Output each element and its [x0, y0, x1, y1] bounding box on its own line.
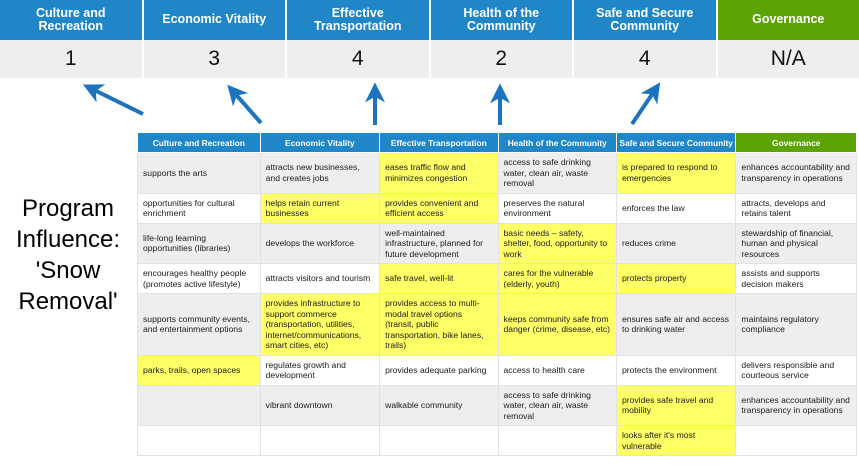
scorecard-header-label: Culture and Recreation: [0, 0, 142, 40]
table-row: supports the arts attracts new businesses…: [137, 152, 857, 194]
matrix-cell[interactable]: access to health care: [497, 354, 617, 386]
scorecard-column-safe-and-secure-community[interactable]: Safe and Secure Community 4: [572, 0, 716, 78]
matrix-cell[interactable]: [259, 425, 381, 456]
matrix-cell[interactable]: provides infrastructure to support comme…: [259, 293, 381, 356]
matrix-cell[interactable]: delivers responsible and courteous servi…: [735, 354, 857, 386]
matrix-cell[interactable]: preserves the natural environment: [497, 192, 617, 224]
matrix-cell[interactable]: attracts, develops and retains talent: [735, 192, 857, 224]
matrix-cell[interactable]: protects the environment: [615, 354, 737, 386]
scorecard-column-economic-vitality[interactable]: Economic Vitality 3: [141, 0, 285, 78]
scorecard-value: 3: [143, 40, 285, 78]
matrix-cell[interactable]: looks after it's most vulnerable: [615, 425, 737, 456]
matrix-cell[interactable]: [735, 425, 857, 456]
matrix-cell[interactable]: enforces the law: [615, 192, 737, 224]
matrix-header-governance: Governance: [735, 132, 857, 153]
table-row: opportunities for cultural enrichment hel…: [137, 192, 857, 224]
arrow-to-safe-and-secure-community: [630, 82, 661, 126]
matrix-cell[interactable]: walkable community: [379, 384, 499, 426]
matrix-header-economic-vitality: Economic Vitality: [259, 132, 381, 153]
matrix-cell[interactable]: attracts new businesses, and creates job…: [259, 152, 381, 194]
table-row: encourages healthy people (promotes acti…: [137, 263, 857, 294]
matrix-header-safe-and-secure-community: Safe and Secure Community: [615, 132, 737, 153]
matrix-cell[interactable]: ensures safe air and access to drinking …: [615, 293, 737, 356]
scorecard-value: 1: [0, 40, 142, 78]
matrix-cell[interactable]: maintains regulatory compliance: [735, 293, 857, 356]
matrix-cell[interactable]: encourages healthy people (promotes acti…: [137, 263, 261, 294]
matrix-cell[interactable]: provides access to multi-modal travel op…: [379, 293, 499, 356]
scorecard-value: 4: [574, 40, 716, 78]
matrix-cell[interactable]: provides convenient and efficient access: [379, 192, 499, 224]
matrix-cell[interactable]: stewardship of financial, human and phys…: [735, 222, 857, 264]
matrix-body: supports the arts attracts new businesses…: [137, 152, 857, 456]
scorecard-header-label: Effective Transportation: [287, 0, 429, 40]
matrix-cell[interactable]: cares for the vulnerable (elderly, youth…: [497, 263, 617, 294]
matrix-cell[interactable]: access to safe drinking water, clean air…: [497, 384, 617, 426]
matrix-cell[interactable]: [137, 384, 261, 426]
matrix-cell[interactable]: reduces crime: [615, 222, 737, 264]
arrow-to-economic-vitality: [227, 84, 263, 125]
scorecard-column-culture-and-recreation[interactable]: Culture and Recreation 1: [0, 0, 142, 78]
table-row: life-long learning opportunities (librar…: [137, 222, 857, 264]
matrix-header-effective-transportation: Effective Transportation: [379, 132, 499, 153]
scorecard-column-health-of-the-community[interactable]: Health of the Community 2: [428, 0, 572, 78]
matrix-cell[interactable]: eases traffic flow and minimizes congest…: [379, 152, 499, 194]
matrix-header-health-of-the-community: Health of the Community: [497, 132, 617, 153]
matrix-cell[interactable]: regulates growth and development: [259, 354, 381, 386]
scorecard-header-label: Governance: [717, 0, 859, 40]
influence-arrows-group: [82, 82, 661, 126]
scorecard-column-effective-transportation[interactable]: Effective Transportation 4: [285, 0, 429, 78]
matrix-cell[interactable]: provides safe travel and mobility: [615, 384, 737, 426]
table-row: vibrant downtown walkable community access…: [137, 384, 857, 426]
matrix-cell[interactable]: opportunities for cultural enrichment: [137, 192, 261, 224]
scorecard-value: N/A: [717, 40, 859, 78]
scorecard-header-label: Health of the Community: [430, 0, 572, 40]
matrix-cell[interactable]: keeps community safe from danger (crime,…: [497, 293, 617, 356]
scorecard-strip: Culture and Recreation 1 Economic Vitali…: [0, 0, 859, 78]
matrix-cell[interactable]: develops the workforce: [259, 222, 381, 264]
scorecard-value: 4: [287, 40, 429, 78]
matrix-cell[interactable]: life-long learning opportunities (librar…: [137, 222, 261, 264]
matrix-header-culture-and-recreation: Culture and Recreation: [137, 132, 261, 153]
matrix-cell[interactable]: well-maintained infrastructure, planned …: [379, 222, 499, 264]
matrix-cell[interactable]: vibrant downtown: [259, 384, 381, 426]
matrix-cell[interactable]: helps retain current businesses: [259, 192, 381, 224]
table-row: supports community events, and entertain…: [137, 293, 857, 356]
matrix-cell[interactable]: enhances accountability and transparency…: [735, 152, 857, 194]
matrix-cell[interactable]: supports the arts: [137, 152, 261, 194]
scorecard-header-label: Economic Vitality: [143, 0, 285, 40]
matrix-cell[interactable]: attracts visitors and tourism: [259, 263, 381, 294]
scorecard-column-governance[interactable]: Governance N/A: [715, 0, 859, 78]
matrix-cell[interactable]: [497, 425, 617, 456]
table-row: parks, trails, open spaces regulates grow…: [137, 354, 857, 386]
matrix-header-row: Culture and Recreation Economic Vitality…: [137, 132, 857, 153]
matrix-cell[interactable]: parks, trails, open spaces: [137, 354, 261, 386]
matrix-cell[interactable]: supports community events, and entertain…: [137, 293, 261, 356]
program-influence-caption: Program Influence: 'Snow Removal': [15, 195, 121, 315]
matrix-cell[interactable]: is prepared to respond to emergencies: [615, 152, 737, 194]
scorecard-header-label: Safe and Secure Community: [574, 0, 716, 40]
matrix-cell[interactable]: assists and supports decision makers: [735, 263, 857, 294]
strategic-outcomes-matrix: Culture and Recreation Economic Vitality…: [137, 132, 857, 456]
matrix-cell[interactable]: basic needs – safety, shelter, food, opp…: [497, 222, 617, 264]
matrix-cell[interactable]: enhances accountability and transparency…: [735, 384, 857, 426]
matrix-cell[interactable]: [379, 425, 499, 456]
scorecard-value: 2: [430, 40, 572, 78]
matrix-cell[interactable]: access to safe drinking water, clean air…: [497, 152, 617, 194]
matrix-cell[interactable]: safe travel, well-lit: [379, 263, 499, 294]
matrix-cell[interactable]: protects property: [615, 263, 737, 294]
arrow-to-culture-and-recreation: [82, 84, 144, 116]
matrix-cell[interactable]: [137, 425, 261, 456]
table-row: looks after it's most vulnerable: [137, 425, 857, 456]
matrix-cell[interactable]: provides adequate parking: [379, 354, 499, 386]
